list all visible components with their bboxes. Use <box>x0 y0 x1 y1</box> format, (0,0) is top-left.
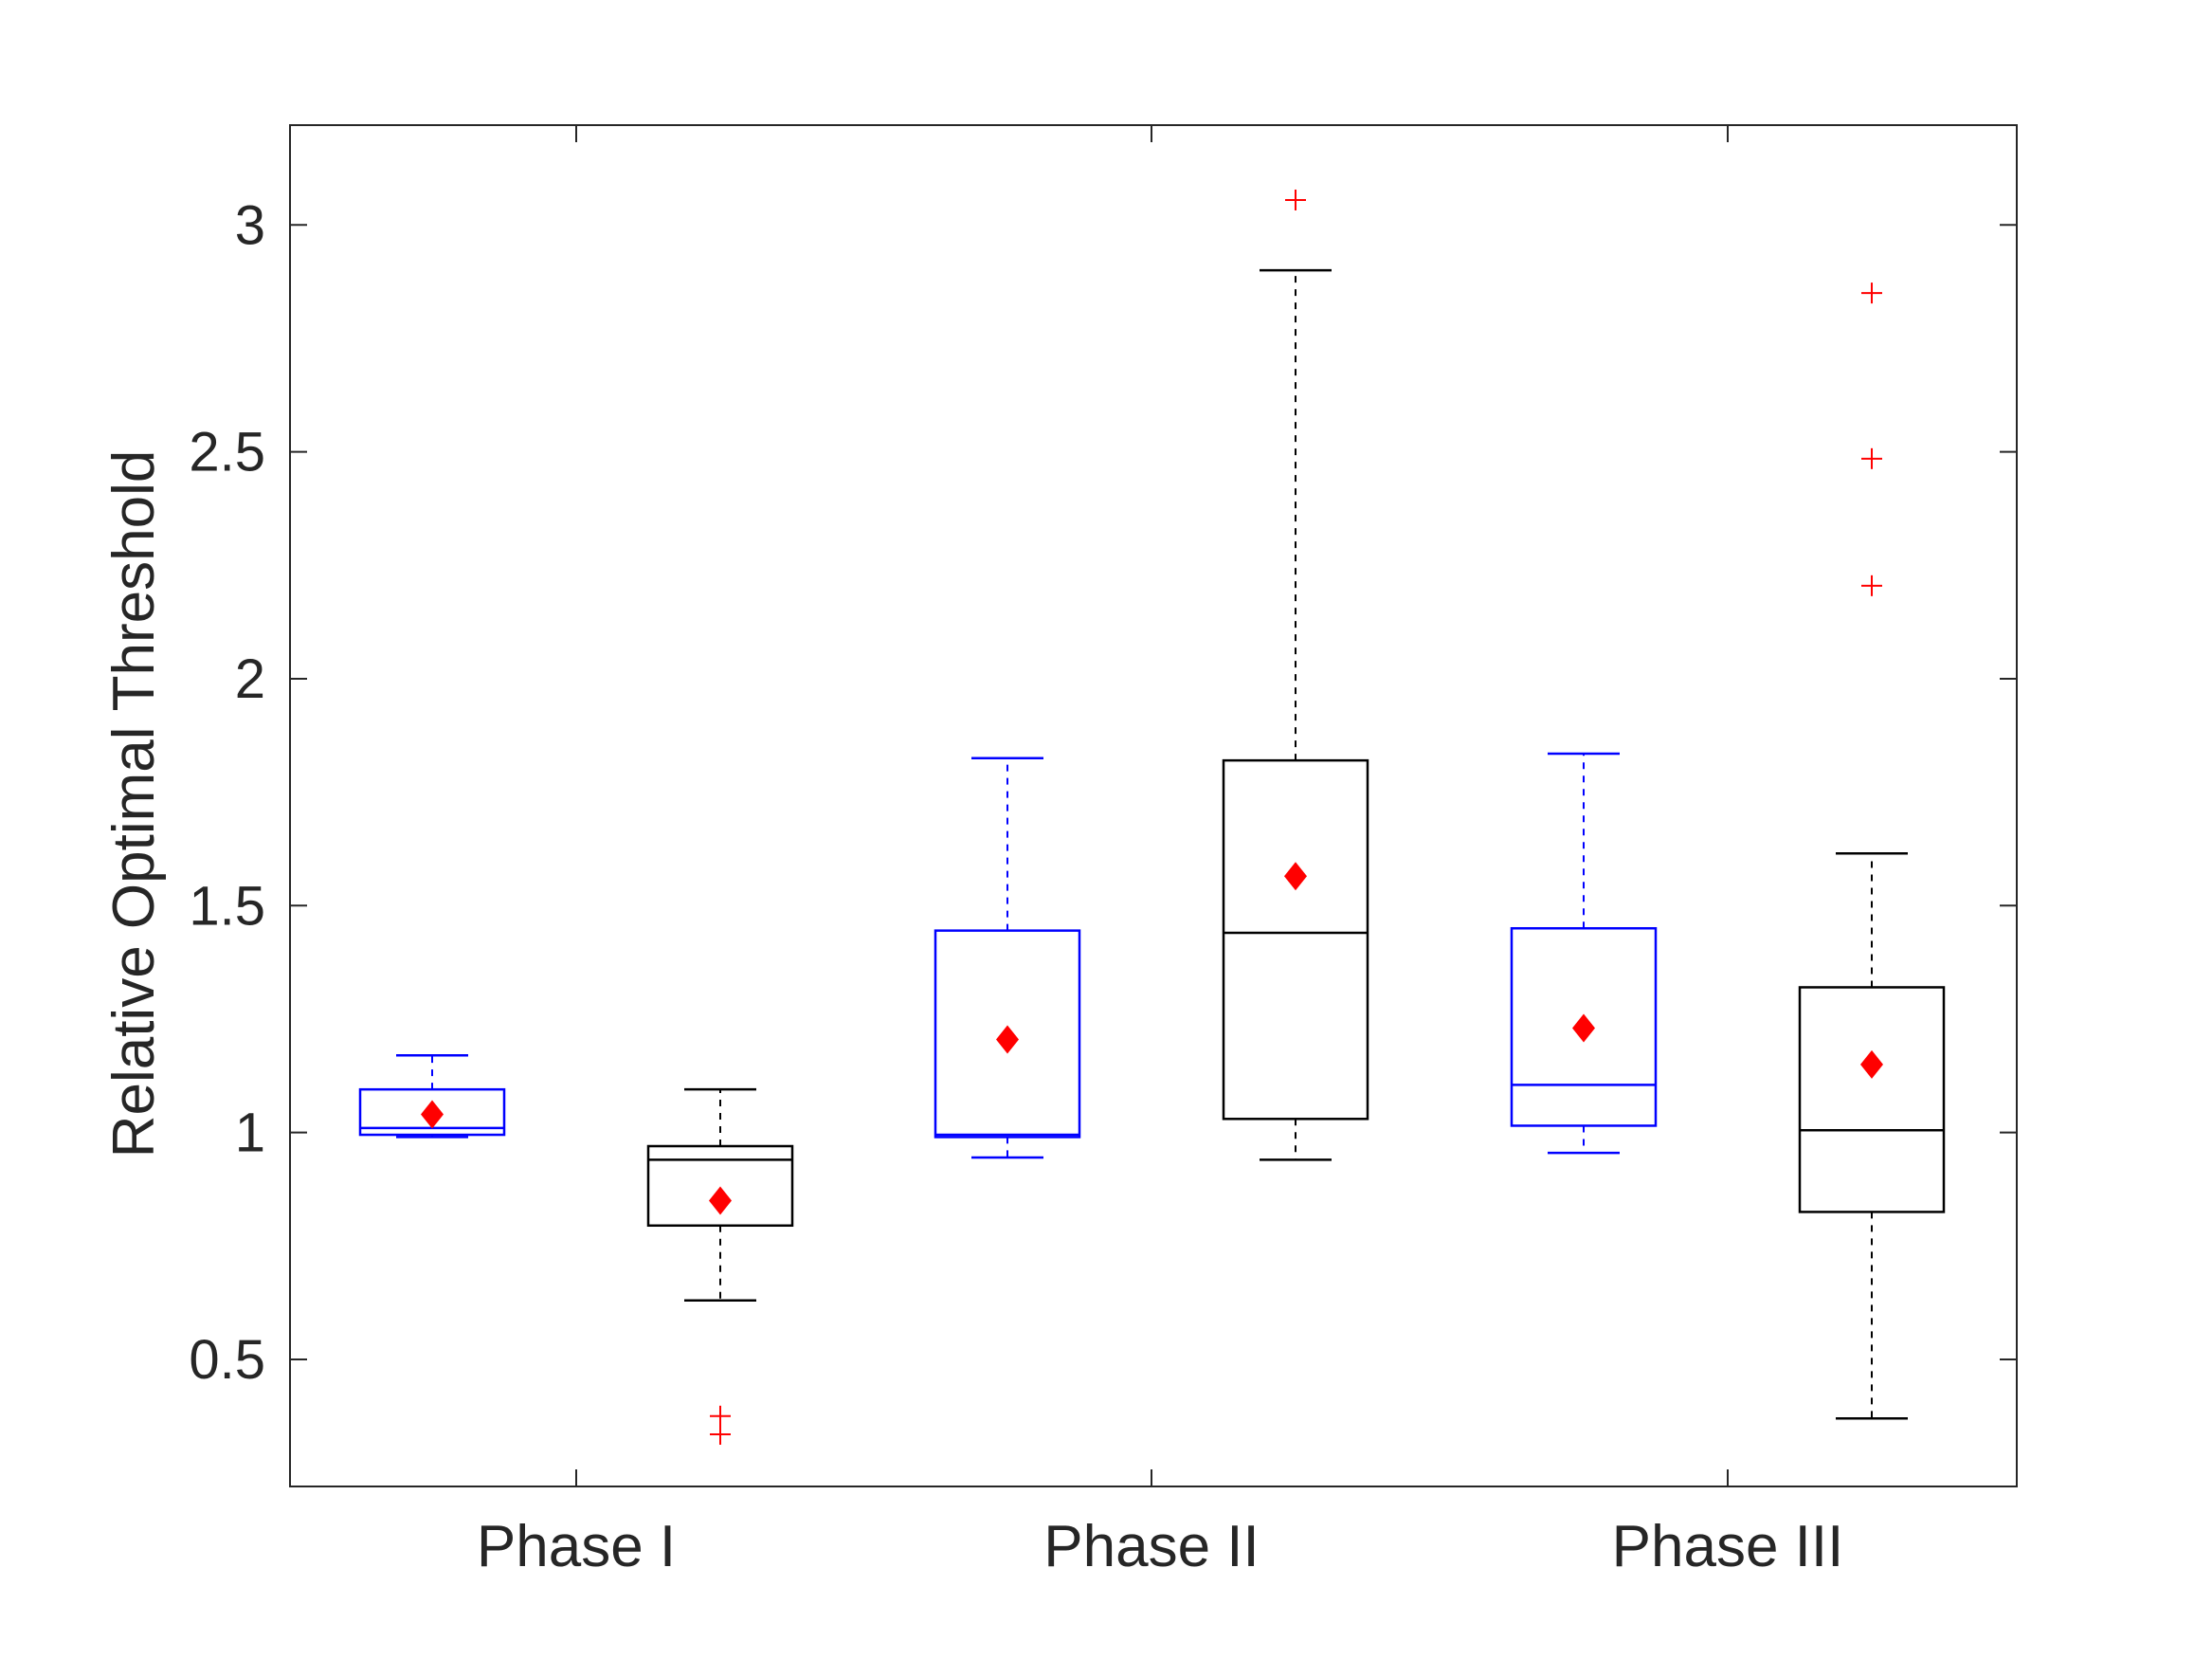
iqr-box <box>646 1144 794 1228</box>
box-group <box>934 757 1081 1159</box>
box-group <box>1222 189 1369 1161</box>
x-tick-label: Phase I <box>477 1514 676 1579</box>
axes: 0.5 1 1.5 2 2.5 3 Phase I Phase II Phase III <box>189 124 2018 1579</box>
iqr-box <box>358 1087 506 1137</box>
mean-marker <box>996 1025 1019 1054</box>
y-tick-label: 3 <box>235 194 265 256</box>
iqr-box <box>1798 986 1946 1213</box>
iqr-box <box>1510 926 1658 1127</box>
outlier-marker <box>1861 447 1882 469</box>
outlier-marker <box>710 1423 731 1445</box>
mean-marker <box>1860 1049 1883 1079</box>
mean-marker <box>1572 1013 1595 1043</box>
y-tick-label: 1.5 <box>189 875 265 937</box>
x-tick-label: Phase III <box>1612 1514 1844 1579</box>
x-tick-label: Phase II <box>1043 1514 1259 1579</box>
mean-marker <box>421 1100 444 1129</box>
y-axis-label: Relative Optimal Threshold <box>101 450 167 1158</box>
box-group <box>646 1087 794 1445</box>
box-group <box>358 1054 506 1139</box>
mean-marker <box>1284 862 1307 891</box>
iqr-box <box>1222 758 1369 1121</box>
y-tick-label: 0.5 <box>189 1329 265 1391</box>
iqr-box <box>934 929 1081 1139</box>
y-tick-label: 2 <box>235 648 265 710</box>
box-group <box>1798 283 1946 1420</box>
y-tick-label: 2.5 <box>189 422 265 483</box>
outlier-marker <box>1285 189 1306 210</box>
y-tick-label: 1 <box>235 1103 265 1164</box>
mean-marker <box>709 1186 732 1215</box>
box-group <box>1510 752 1658 1155</box>
plot-frame <box>289 124 2018 1487</box>
outlier-marker <box>710 1405 731 1427</box>
outlier-marker <box>1861 283 1882 304</box>
box-groups <box>358 189 1946 1445</box>
outlier-marker <box>1861 574 1882 596</box>
